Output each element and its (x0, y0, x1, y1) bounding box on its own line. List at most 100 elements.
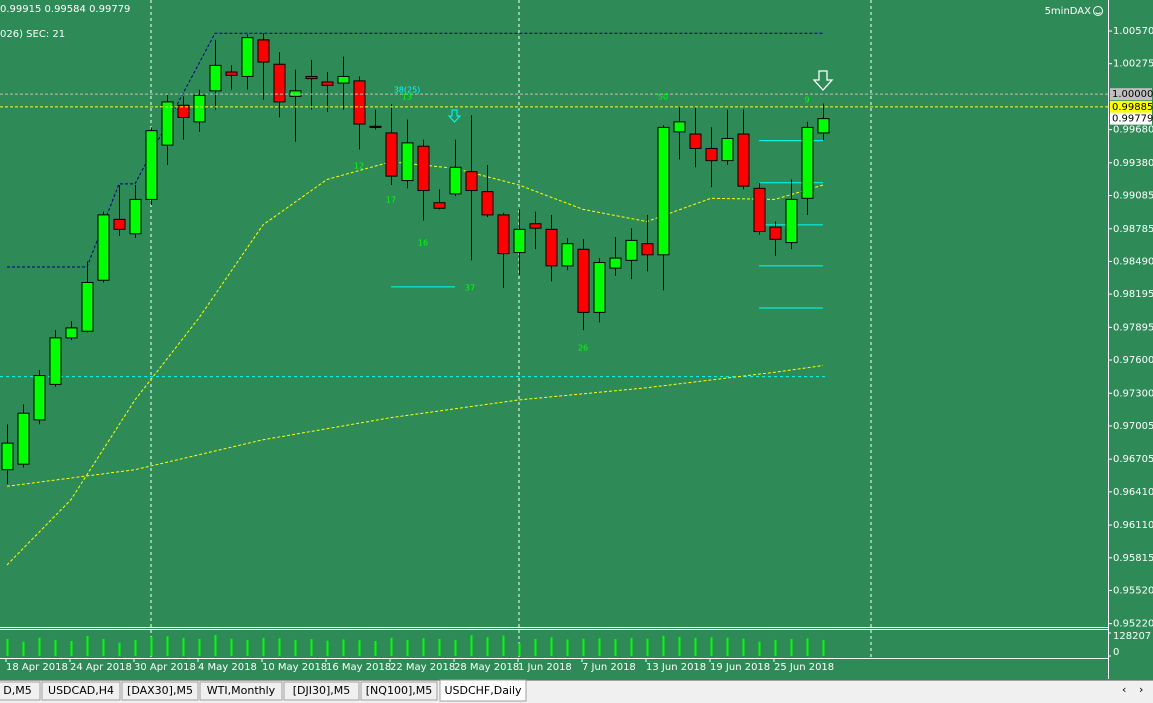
candle-body (241, 37, 254, 77)
annotation: 38(25) (394, 86, 421, 95)
y-tick-label: 1.00570 (1113, 26, 1153, 37)
expert-smiley-mouth (1095, 12, 1101, 15)
y-tick-label: 0.95220 (1113, 619, 1153, 630)
price-label-box (1110, 88, 1152, 101)
price-label-box (1110, 112, 1152, 125)
candle-body (465, 171, 478, 192)
candle-body (561, 243, 574, 267)
scroll-left[interactable]: ‹ (1122, 683, 1126, 696)
annotation: 17 (386, 196, 396, 205)
y-tick-label: 0.99085 (1113, 191, 1153, 202)
candle-body (513, 228, 526, 254)
candle-body (193, 94, 206, 123)
candle-body (401, 142, 414, 182)
candle-body (385, 132, 398, 177)
annotation: 16 (418, 239, 428, 248)
candle-body (17, 412, 30, 465)
x-tick-label: 1 Jun 2018 (518, 662, 572, 673)
candle-body (481, 191, 494, 216)
candle-body (129, 198, 142, 235)
candle-body (545, 228, 558, 267)
expert-smiley-icon (1093, 6, 1103, 16)
tab[interactable] (283, 681, 360, 701)
y-tick-label: 0.99680 (1113, 125, 1153, 136)
indicator-header: 026) SEC: 21 (0, 29, 65, 40)
y-tick-label: 0.97600 (1113, 355, 1153, 366)
candle-body (673, 121, 686, 133)
candle-body (33, 375, 46, 421)
tab-label[interactable]: D,M5 (3, 684, 31, 697)
indicator-line (7, 32, 823, 268)
candle-body (273, 63, 286, 103)
y-tick-label: 0.99380 (1113, 158, 1153, 169)
annotation: 13 (402, 93, 412, 102)
x-tick-label: 28 May 2018 (454, 662, 519, 673)
candle-body (433, 202, 446, 209)
tab-label[interactable]: WTI,Monthly (207, 684, 276, 697)
y-tick-label: 1.00275 (1113, 59, 1153, 70)
candle-body (449, 166, 462, 195)
candle-body (257, 39, 270, 63)
candle-body (369, 125, 382, 128)
candle-body (161, 101, 174, 146)
x-tick-label: 18 Apr 2018 (6, 662, 68, 673)
annotation: 12 (354, 162, 364, 171)
tab[interactable] (199, 681, 283, 701)
tab[interactable] (0, 681, 41, 701)
annotation: 50 (658, 93, 668, 102)
tab-label[interactable]: [NQ100],M5 (366, 684, 432, 697)
candle-body (145, 130, 158, 200)
y-tick-label: 0.96110 (1113, 520, 1153, 531)
signal-arrow (447, 109, 462, 123)
candle-body (353, 80, 366, 125)
candle-body (737, 133, 750, 187)
tab[interactable] (41, 681, 121, 701)
indicator-line (6, 365, 824, 487)
price-label: 0.99779 (1112, 114, 1153, 125)
tab-label[interactable]: USDCAD,H4 (48, 684, 114, 697)
tab-label[interactable]: USDCHF,Daily (444, 684, 522, 697)
candle-body (753, 187, 766, 233)
price-header: 0.99915 0.99584 0.99779 (0, 4, 130, 15)
volume-tick-label: 0 (1113, 647, 1119, 658)
candle-body (305, 75, 318, 80)
tab[interactable] (121, 681, 199, 701)
y-tick-label: 0.95520 (1113, 585, 1153, 596)
tab[interactable] (439, 679, 527, 702)
annotation: 26 (578, 344, 588, 353)
y-tick-label: 0.97005 (1113, 421, 1153, 432)
y-tick-label: 0.97300 (1113, 388, 1153, 399)
candle-body (593, 262, 606, 313)
candle-body (785, 198, 798, 244)
x-tick-label: 22 May 2018 (390, 662, 455, 673)
candle-body (609, 257, 622, 269)
candle-body (577, 248, 590, 313)
y-tick-label: 0.96410 (1113, 487, 1153, 498)
candle-body (209, 64, 222, 92)
plot-area: 1.00570 1.00275 0.99680 0.99380 0.99085 0.987… (0, 26, 1153, 702)
y-tick-label: 0.95815 (1113, 553, 1153, 564)
signal-arrow (812, 70, 834, 91)
scroll-right[interactable]: › (1139, 683, 1143, 696)
candle-body (625, 239, 638, 261)
candle-body (641, 243, 654, 256)
candle-body (705, 147, 718, 162)
candle-body (1, 442, 14, 471)
x-tick-label: 25 Jun 2018 (774, 662, 834, 673)
price-label-box (1110, 100, 1152, 113)
annotation: 37 (465, 284, 475, 293)
candle-body (801, 126, 814, 199)
candle-body (113, 218, 126, 230)
price-label: 0.99885 (1112, 102, 1153, 113)
tab-label[interactable]: [DJI30],M5 (293, 684, 351, 697)
tab-label[interactable]: [DAX30],M5 (127, 684, 193, 697)
candle-body (65, 327, 78, 339)
volume-tick-label: 128207 (1113, 631, 1151, 642)
candle-body (769, 226, 782, 240)
y-tick-label: 0.98490 (1113, 256, 1153, 267)
y-tick-label: 0.96705 (1113, 454, 1153, 465)
tab[interactable] (360, 681, 438, 701)
y-tick-label: 0.97895 (1113, 322, 1153, 333)
